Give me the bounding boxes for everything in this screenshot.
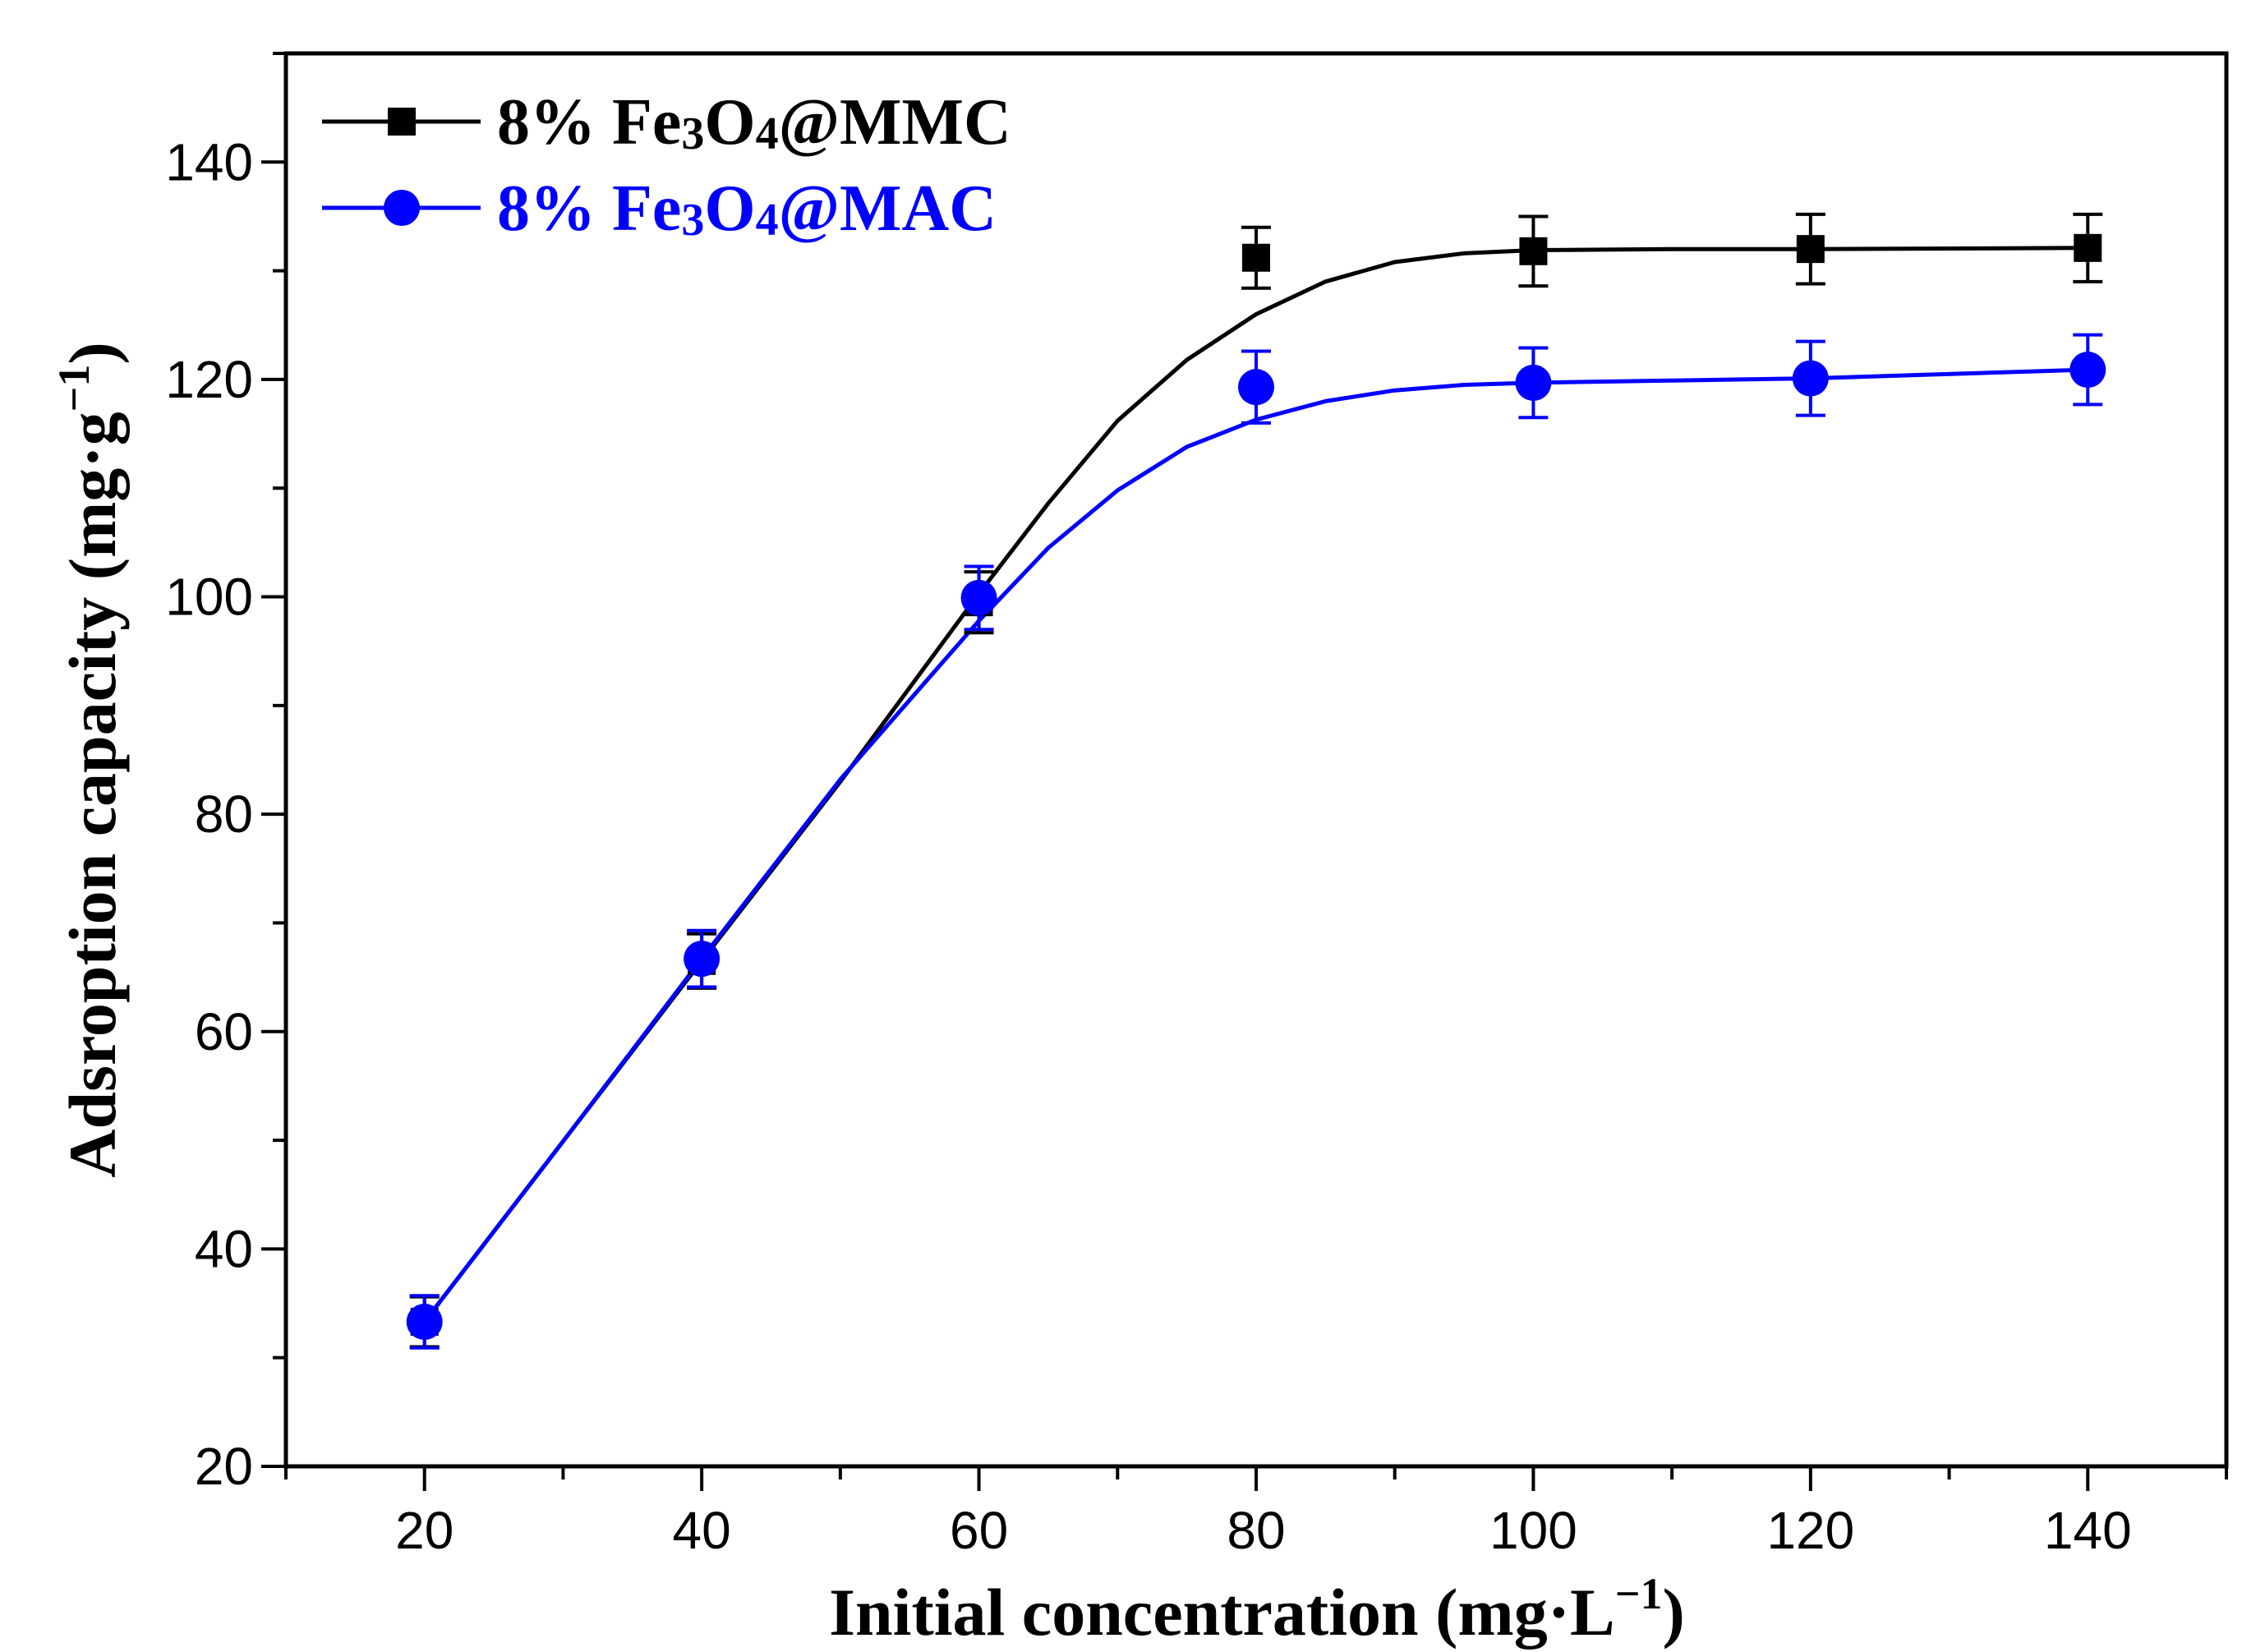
y-axis-title: Adsroption capacity (mg·g−1)	[49, 342, 130, 1177]
x-tick-label: 100	[1489, 1501, 1577, 1560]
data-point-mac	[406, 1304, 443, 1341]
legend-marker-circle	[384, 190, 420, 226]
y-tick-label: 80	[195, 785, 253, 844]
fit-curves	[422, 246, 2088, 1323]
data-point-mac	[1515, 364, 1552, 401]
legend-label-mac: 8% Fe3O4@MAC	[497, 173, 997, 246]
x-tick-label: 60	[950, 1501, 1008, 1560]
legend-item-mmc: 8% Fe3O4@MMC	[322, 86, 1011, 159]
data-point-mac	[960, 579, 997, 616]
data-markers	[406, 233, 2106, 1341]
x-axis-title: Initial concentration (mg·L−1)	[829, 1569, 1685, 1650]
y-tick-label: 100	[165, 568, 253, 627]
x-tick-label: 140	[2044, 1501, 2132, 1560]
y-tick-label: 20	[195, 1437, 253, 1496]
data-point-mac	[1792, 360, 1829, 397]
data-point-mmc	[1242, 243, 1270, 272]
legend: 8% Fe3O4@MMC 8% Fe3O4@MAC	[322, 86, 1011, 246]
legend-item-mac: 8% Fe3O4@MAC	[322, 173, 997, 246]
y-tick-label: 120	[165, 350, 253, 409]
y-tick-label: 40	[195, 1219, 253, 1278]
data-point-mac	[2069, 352, 2106, 389]
data-point-mac	[684, 941, 720, 978]
data-point-mac	[1238, 369, 1274, 406]
x-tick-label: 80	[1227, 1501, 1285, 1560]
y-tick-label: 140	[165, 132, 253, 191]
data-point-mmc	[2074, 233, 2102, 262]
legend-label-mmc: 8% Fe3O4@MMC	[497, 86, 1011, 159]
x-tick-label: 20	[395, 1501, 453, 1560]
legend-marker-square	[388, 108, 416, 136]
y-tick-label: 60	[195, 1002, 253, 1061]
x-tick-label: 40	[673, 1501, 731, 1560]
axis-ticks: 20 40 60 80 100 120 140 20 40 60 80 100 120 140	[165, 52, 2228, 1560]
data-point-mmc	[1796, 235, 1825, 264]
data-point-mmc	[1519, 237, 1548, 265]
x-tick-label: 120	[1766, 1501, 1854, 1560]
fit-line-mac	[422, 367, 2088, 1323]
